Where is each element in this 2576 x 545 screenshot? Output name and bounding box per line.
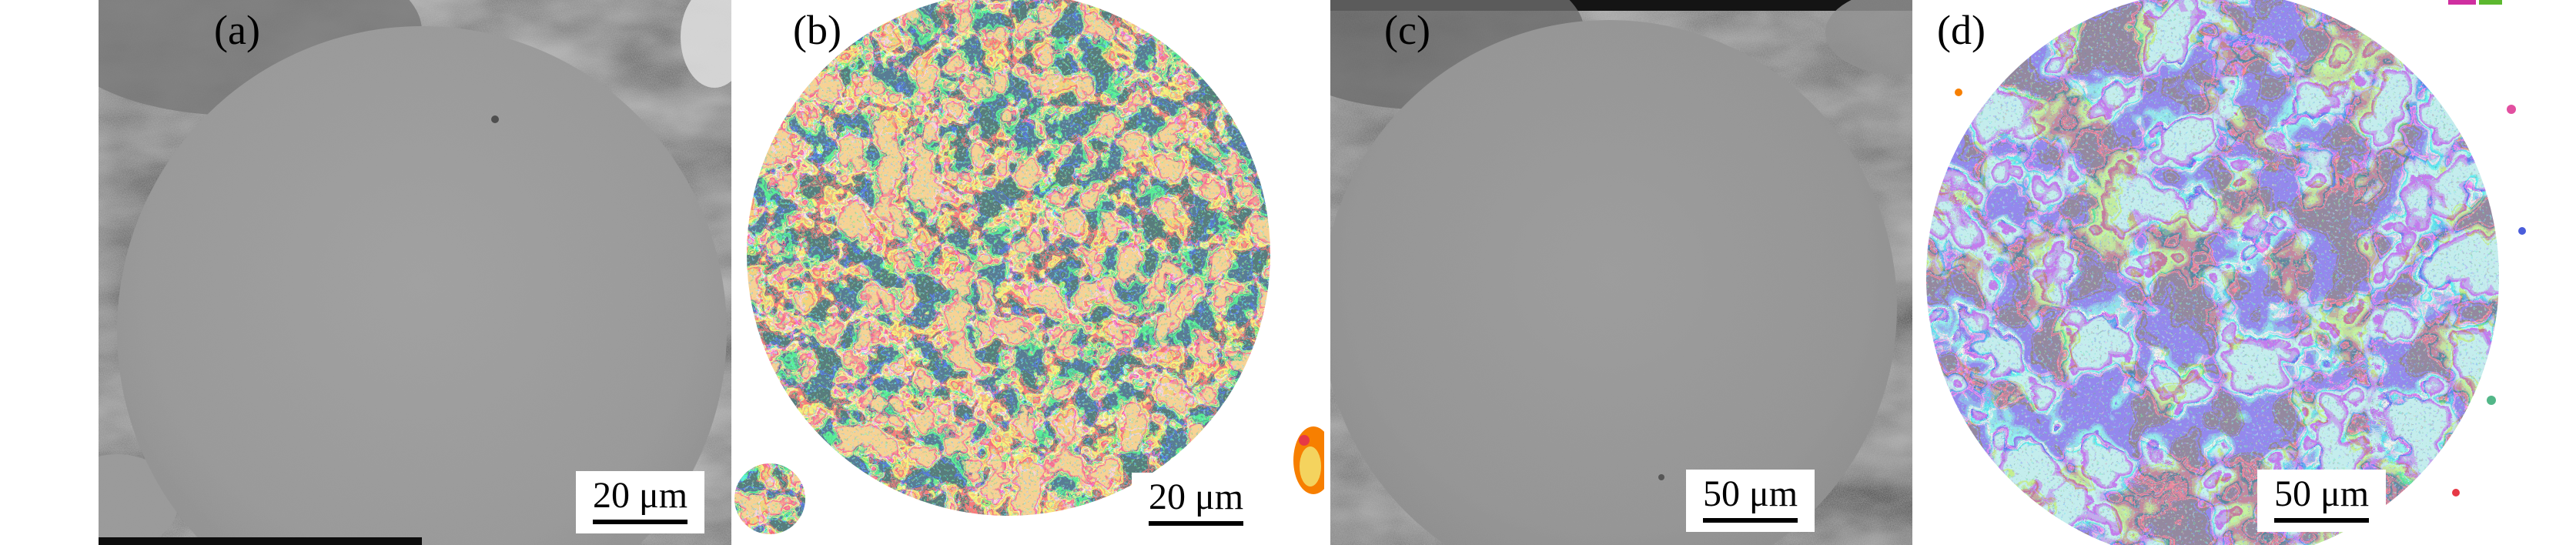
panel-label-b: (b) xyxy=(793,7,841,53)
scale-bar-line xyxy=(593,519,688,524)
scale-bar-text: 20 μm xyxy=(1149,476,1244,517)
panel-b-ebsd: (b) 20 μm xyxy=(731,0,1324,545)
scale-bar-text: 50 μm xyxy=(2274,473,2370,514)
scale-bar-line xyxy=(1703,517,1798,523)
ebsd-map-d-image xyxy=(1912,0,2576,545)
panel-c-sem: (c) 50 μm xyxy=(1330,0,1912,545)
panel-label-d: (d) xyxy=(1937,7,1986,53)
scale-bar-c: 50 μm xyxy=(1686,470,1815,532)
scale-bar-text: 20 μm xyxy=(593,475,688,516)
panel-d-ebsd: (d) 50 μm xyxy=(1912,0,2576,545)
panel-label-c: (c) xyxy=(1384,7,1430,53)
ebsd-map-b-image xyxy=(731,0,1324,545)
scale-bar-a: 20 μm xyxy=(576,471,705,533)
scale-bar-line xyxy=(1149,520,1244,526)
panel-label-a: (a) xyxy=(214,7,260,53)
scale-bar-d: 50 μm xyxy=(2257,470,2387,532)
scale-bar-text: 50 μm xyxy=(1703,473,1798,514)
panel-a-sem: (a) 20 μm xyxy=(99,0,731,545)
scale-bar-line xyxy=(2274,517,2370,523)
sem-micrograph-c-image xyxy=(1330,0,1912,545)
scale-bar-b: 20 μm xyxy=(1132,473,1261,535)
sem-micrograph-a-image xyxy=(99,0,731,545)
